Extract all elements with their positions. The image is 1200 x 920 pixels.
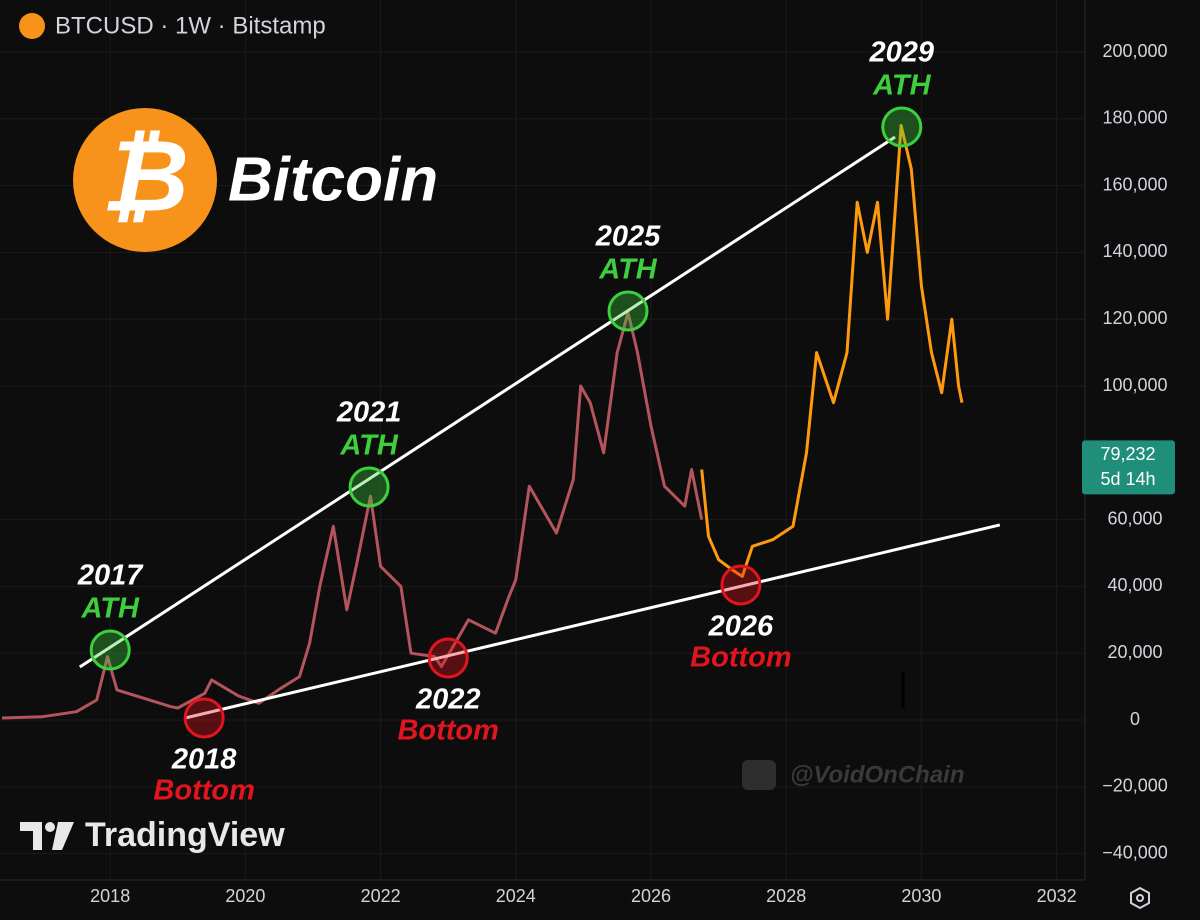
annotation-circle <box>348 466 390 508</box>
x-tick-label: 2022 <box>361 886 401 906</box>
logo-circle <box>73 108 217 252</box>
y-tick-label: 100,000 <box>1102 375 1167 395</box>
x-tick-label: 2028 <box>766 886 806 906</box>
annotation-circle <box>720 564 762 606</box>
header: BTCUSD · 1W · Bitstamp <box>55 12 326 39</box>
y-tick-label: 200,000 <box>1102 41 1167 61</box>
x-tick-label: 2026 <box>631 886 671 906</box>
annotation-label: ATH <box>598 254 658 286</box>
watermark: TradingView <box>85 816 285 854</box>
y-tick-label: 160,000 <box>1102 174 1167 194</box>
annotation-circle <box>89 629 131 671</box>
annotation-label: Bottom <box>690 642 791 674</box>
trendline <box>184 523 1001 720</box>
logo-text: Bitcoin <box>228 145 438 214</box>
annotation-circle <box>427 637 469 679</box>
annotation-label: ATH <box>339 430 399 462</box>
x-tick-label: 2032 <box>1037 886 1077 906</box>
price-tag <box>1082 440 1175 495</box>
annotation-year: 2029 <box>869 37 935 69</box>
logo-symbol: ₿ <box>101 120 189 232</box>
annotation-circle <box>183 697 225 739</box>
annotation-year: 2017 <box>77 560 144 592</box>
y-tick-label: −20,000 <box>1102 776 1168 796</box>
y-tick-label: 0 <box>1130 709 1140 729</box>
y-tick-label: 140,000 <box>1102 241 1167 261</box>
y-tick-label: 40,000 <box>1107 575 1162 595</box>
annotation-year: 2026 <box>708 611 774 643</box>
x-tick-label: 2030 <box>901 886 941 906</box>
x-tick-label: 2020 <box>225 886 265 906</box>
annotation-circle <box>881 106 923 148</box>
x-tick-label: 2024 <box>496 886 536 906</box>
settings-icon <box>1136 894 1144 902</box>
y-tick-label: 60,000 <box>1107 508 1162 528</box>
trendline <box>78 135 896 669</box>
y-tick-label: 180,000 <box>1102 108 1167 128</box>
annotation-label: Bottom <box>153 775 254 807</box>
price-tag-label: 79,232 <box>1100 444 1155 464</box>
annotation-label: ATH <box>80 593 140 625</box>
price-line <box>1 311 704 720</box>
watermark: @VoidOnChain <box>790 761 965 788</box>
tradingview-logo <box>20 822 74 850</box>
tv-mark <box>20 822 42 850</box>
annotation-circle <box>607 290 649 332</box>
y-tick-label: 120,000 <box>1102 308 1167 328</box>
annotation-year: 2018 <box>171 744 237 776</box>
tv-mark <box>52 822 74 850</box>
settings-icon[interactable] <box>1130 886 1150 910</box>
watermark-icon <box>742 760 776 790</box>
annotation-label: Bottom <box>397 715 498 747</box>
y-tick-label: 20,000 <box>1107 642 1162 662</box>
grid <box>0 0 1085 880</box>
annotation-label: ATH <box>872 70 932 102</box>
header-icon <box>19 13 45 39</box>
price-line <box>700 124 964 578</box>
y-tick-label: −40,000 <box>1102 842 1168 862</box>
annotation-year: 2021 <box>336 397 402 429</box>
price-tag-countdown: 5d 14h <box>1100 469 1155 489</box>
annotation-year: 2022 <box>415 684 481 716</box>
tv-mark <box>45 822 55 832</box>
annotation-year: 2025 <box>595 221 661 253</box>
x-tick-label: 2018 <box>90 886 130 906</box>
